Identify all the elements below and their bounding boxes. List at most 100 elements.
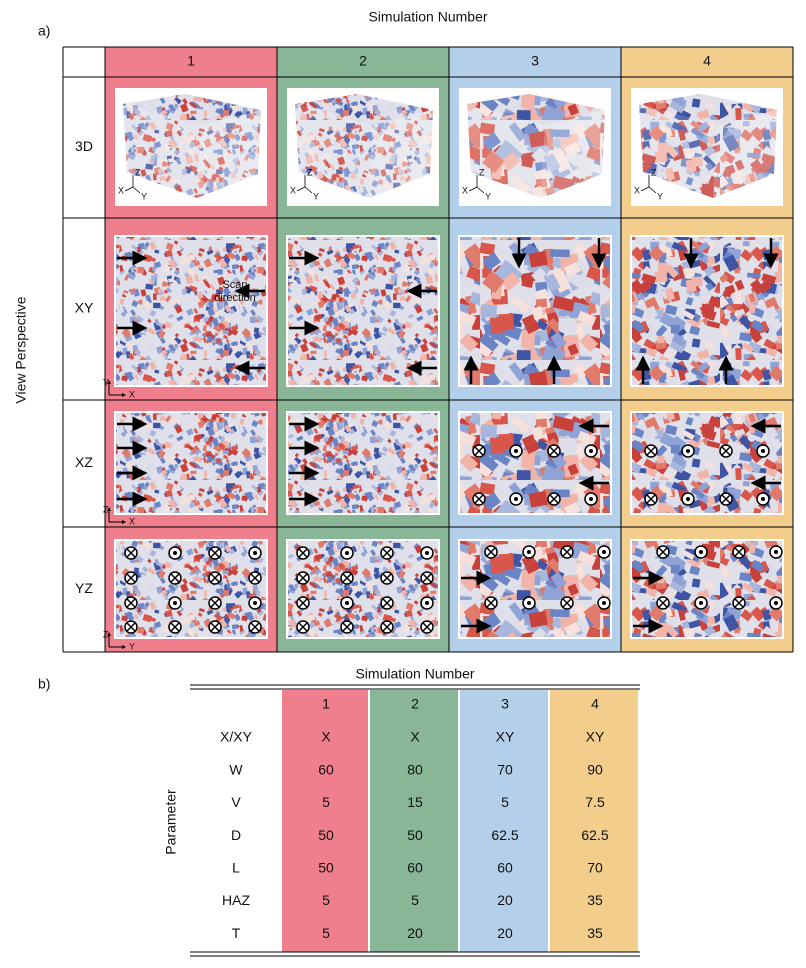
axis-line: [124, 186, 134, 192]
axis-label: Z: [103, 629, 109, 639]
axis-label: X: [118, 185, 124, 195]
axis-line: [476, 186, 485, 194]
panel-label: a): [38, 23, 50, 39]
micrograph: [630, 235, 784, 387]
column-label: 2: [411, 696, 419, 712]
row-label: XY: [75, 300, 94, 316]
dot: [173, 551, 177, 555]
cross: [646, 494, 656, 504]
row-label: D: [231, 827, 241, 843]
axis-label: X: [129, 516, 135, 526]
column-header: Simulation Number: [368, 9, 487, 25]
axis-label: Z: [135, 167, 141, 177]
cube-top: [639, 94, 777, 126]
dot: [345, 551, 349, 555]
cube-front: [639, 104, 717, 198]
cross: [250, 622, 260, 632]
cell: 62.5: [581, 827, 608, 843]
cell: 15: [407, 794, 423, 810]
cell: X: [410, 729, 420, 745]
dot: [527, 550, 531, 554]
cross: [549, 446, 559, 456]
cross: [549, 494, 559, 504]
cross: [422, 622, 432, 632]
cross: [210, 622, 220, 632]
dot: [761, 497, 765, 501]
column-label: 1: [322, 696, 330, 712]
cross: [734, 547, 744, 557]
cross: [562, 547, 572, 557]
cell: 70: [497, 761, 513, 777]
micrograph: [114, 539, 268, 639]
row-label: L: [232, 860, 240, 876]
row-label: 3D: [75, 138, 93, 154]
axis-label: Z: [479, 167, 485, 177]
cross: [474, 494, 484, 504]
cross: [126, 548, 136, 558]
dot: [514, 497, 518, 501]
dot: [514, 449, 518, 453]
cell: 80: [407, 761, 423, 777]
dot: [774, 550, 778, 554]
axis-label: Y: [103, 377, 109, 387]
row-header: View Perspective: [13, 296, 29, 403]
cube-side: [369, 110, 433, 198]
dot: [425, 551, 429, 555]
cross: [658, 598, 668, 608]
cell: 7.5: [585, 794, 605, 810]
cell: 5: [322, 925, 330, 941]
axis-label: Y: [129, 641, 135, 651]
cell: 62.5: [491, 827, 518, 843]
cell: 70: [587, 860, 603, 876]
dot: [686, 497, 690, 501]
cross: [721, 446, 731, 456]
cross: [382, 573, 392, 583]
dot: [253, 601, 257, 605]
dot: [761, 449, 765, 453]
cube-front: [295, 104, 373, 198]
cross: [298, 573, 308, 583]
cross: [250, 573, 260, 583]
cell: 5: [411, 892, 419, 908]
cube-top: [123, 94, 261, 126]
column-label: 4: [591, 696, 599, 712]
cross: [562, 598, 572, 608]
cross: [126, 622, 136, 632]
cross: [298, 598, 308, 608]
axis-label: Z: [307, 167, 313, 177]
axis-label: Y: [485, 191, 491, 201]
cube-front: [467, 104, 545, 198]
cell: 50: [318, 860, 334, 876]
cross: [486, 598, 496, 608]
axis-label: Y: [657, 191, 663, 201]
axis-label: Z: [651, 167, 657, 177]
cross: [734, 598, 744, 608]
cell: 35: [587, 892, 603, 908]
cross: [646, 446, 656, 456]
cube-side: [197, 110, 261, 198]
annotation: Scan: [222, 279, 247, 291]
cell: 35: [587, 925, 603, 941]
dot: [686, 449, 690, 453]
cross: [126, 598, 136, 608]
cross: [170, 622, 180, 632]
cell: 5: [322, 892, 330, 908]
annotation: direction: [214, 292, 256, 304]
cell: 50: [318, 827, 334, 843]
cell: 5: [501, 794, 509, 810]
column-label: 1: [187, 53, 195, 69]
micrograph: [286, 539, 440, 639]
axis-label: X: [634, 185, 640, 195]
cube-side: [541, 110, 605, 198]
dot: [425, 601, 429, 605]
axis-label: Y: [313, 191, 319, 201]
axis-label: Z: [103, 504, 109, 514]
row-label: W: [229, 761, 243, 777]
dot: [774, 601, 778, 605]
axis-line: [304, 186, 313, 194]
row-label: X/XY: [220, 729, 253, 745]
cross: [298, 548, 308, 558]
cross: [382, 622, 392, 632]
dot: [253, 551, 257, 555]
dot: [699, 550, 703, 554]
